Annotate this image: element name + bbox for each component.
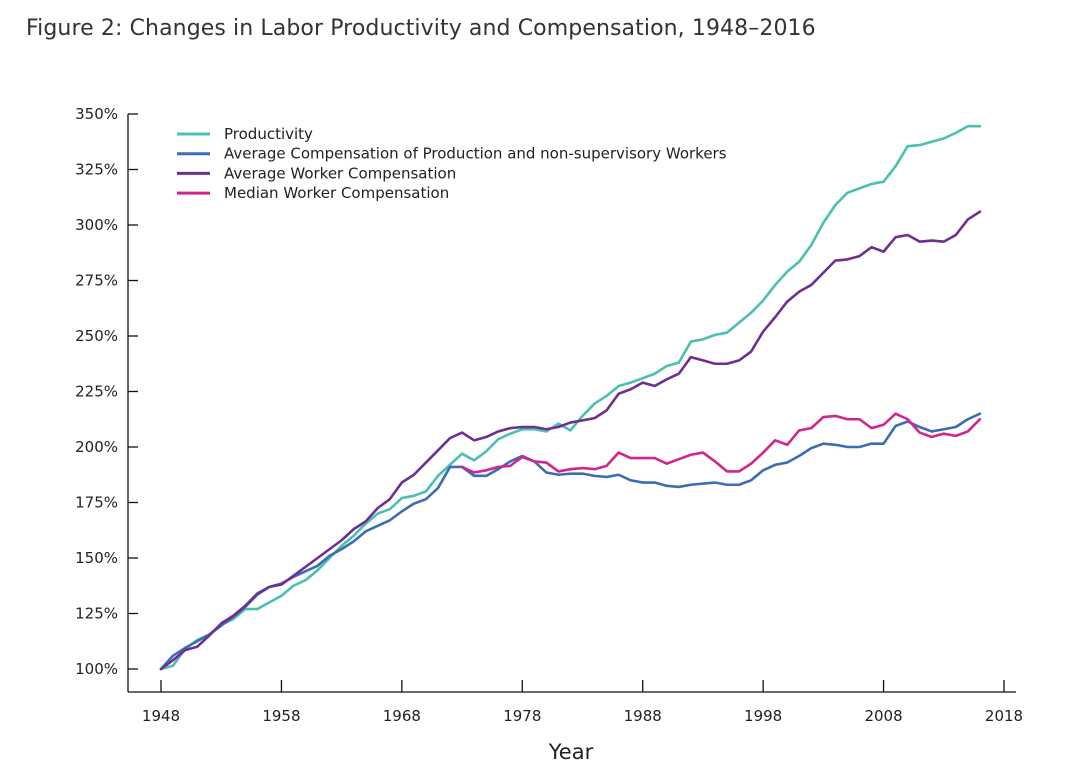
series-line-median-worker-compensation <box>460 412 982 474</box>
y-tick-label: 175% <box>75 494 118 512</box>
axes <box>127 114 1016 693</box>
y-axis-ticks: 100% 125% 150% 175% 200% 225% 250% 275% 300% 325%… <box>75 105 138 678</box>
legend-label: Average Compensation of Production and n… <box>224 145 727 163</box>
y-tick-label: 150% <box>75 549 118 567</box>
x-tick-label: 1978 <box>503 707 541 725</box>
x-tick-label: 2018 <box>985 707 1023 725</box>
series-lines <box>159 124 982 671</box>
legend-label: Productivity <box>224 125 313 143</box>
legend-label: Average Worker Compensation <box>224 164 456 182</box>
x-axis-title: Year <box>548 740 594 764</box>
y-tick-label: 225% <box>75 383 118 401</box>
chart-title: Figure 2: Changes in Labor Productivity … <box>26 16 816 41</box>
legend: Productivity Average Compensation of Prod… <box>177 125 727 202</box>
x-tick-label: 1948 <box>142 707 180 725</box>
y-tick-label: 300% <box>75 216 118 234</box>
legend-label: Median Worker Compensation <box>224 184 449 202</box>
x-tick-label: 1988 <box>624 707 662 725</box>
y-tick-label: 325% <box>75 161 118 179</box>
x-tick-label: 1968 <box>383 707 421 725</box>
y-tick-label: 200% <box>75 438 118 456</box>
series-line-productivity <box>159 124 982 671</box>
y-tick-label: 275% <box>75 272 118 290</box>
x-tick-label: 1998 <box>744 707 782 725</box>
x-tick-label: 2008 <box>864 707 902 725</box>
x-axis-ticks: 1948 1958 1968 1978 1988 1998 2008 2018 <box>142 680 1023 725</box>
series-line-average-compensation-of-production-and-non-supervisory-workers <box>159 412 982 671</box>
y-tick-label: 250% <box>75 327 118 345</box>
y-tick-label: 350% <box>75 105 118 123</box>
y-tick-label: 100% <box>75 660 118 678</box>
x-tick-label: 1958 <box>262 707 300 725</box>
series-line-average-worker-compensation <box>159 210 982 671</box>
y-tick-label: 125% <box>75 605 118 623</box>
